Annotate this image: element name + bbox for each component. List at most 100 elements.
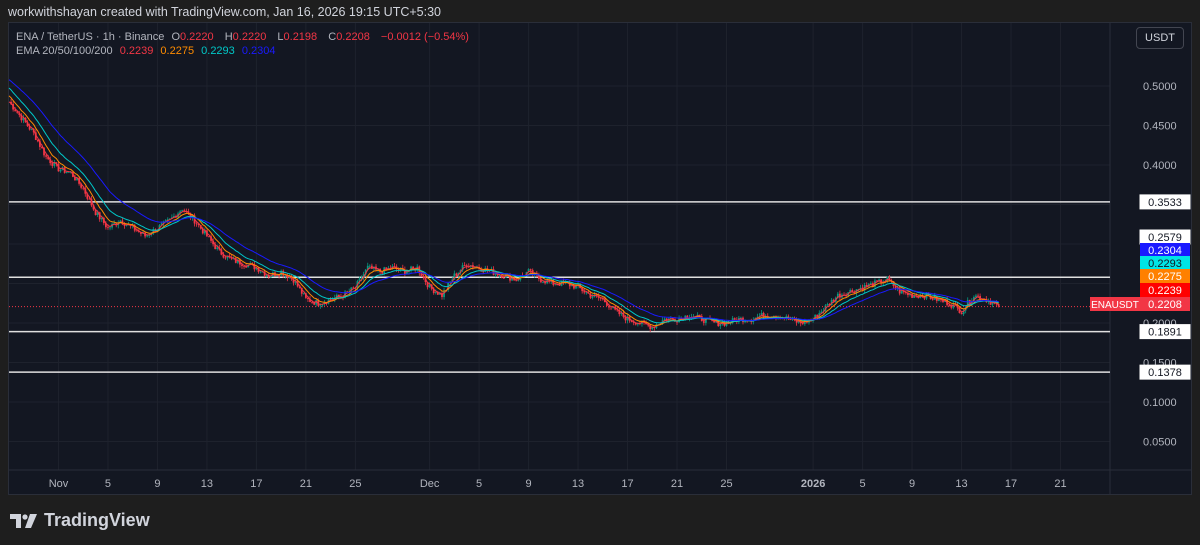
price-axis-label-bg (1140, 243, 1190, 257)
candle-body (973, 297, 975, 301)
candle-body (315, 300, 318, 305)
ema-200-line (8, 79, 999, 322)
candle-body (820, 311, 823, 314)
chart-panel[interactable] (8, 22, 1192, 495)
candle-body (311, 302, 313, 303)
currency-button[interactable]: USDT (1136, 27, 1184, 49)
candle-body (20, 114, 23, 121)
candle-body (511, 278, 513, 281)
time-tick-label: 17 (621, 478, 633, 490)
candle-body (181, 210, 184, 212)
candle-body (212, 240, 215, 245)
time-tick-label: Dec (420, 478, 440, 490)
level-price-label-bg (1139, 324, 1191, 340)
candle-body (164, 220, 167, 222)
symbol-title[interactable]: ENA / TetherUS · 1h · Binance (16, 31, 165, 43)
time-tick-label: 25 (720, 478, 732, 490)
candle-body (222, 254, 225, 258)
time-tick-label: 13 (955, 478, 967, 490)
ohlc-row: ENA / TetherUS · 1h · Binance O0.2220 H0… (16, 30, 473, 44)
candle-body (309, 299, 311, 303)
candle-body (51, 163, 54, 166)
chart-credit: workwithshayan created with TradingView.… (8, 5, 442, 19)
candle-body (123, 224, 126, 226)
candle-body (649, 325, 652, 330)
candle-body (876, 280, 878, 282)
low-label: L (277, 31, 284, 43)
candle-body (948, 305, 951, 306)
candle-body (41, 146, 43, 149)
candle-body (651, 327, 654, 330)
candle-body (302, 293, 305, 295)
candle-body (90, 198, 93, 206)
candle-body (53, 162, 56, 166)
candle-body (839, 293, 841, 298)
candle-body (160, 223, 163, 226)
candle-body (282, 270, 285, 276)
candle-body (428, 284, 431, 288)
candle-body (269, 276, 272, 278)
price-axis-label: 0.2304 (1140, 243, 1190, 257)
candle-body (135, 230, 138, 232)
time-tick-label: 13 (572, 478, 584, 490)
candle-body (86, 193, 89, 199)
candle-body (319, 305, 322, 307)
candle-body (828, 304, 831, 306)
change-value: −0.0012 (−0.54%) (380, 31, 469, 43)
candle-body (931, 298, 934, 300)
price-axis-label-bg (1140, 256, 1190, 270)
candle-body (636, 323, 639, 325)
candle-body (583, 291, 586, 293)
candle-body (826, 304, 829, 306)
time-tick-label: 9 (526, 478, 532, 490)
price-tick-label: 0.5000 (1143, 81, 1177, 93)
candle-body (216, 247, 219, 250)
candle-body (294, 281, 297, 283)
candle-body (298, 286, 301, 288)
candle-body (797, 320, 800, 323)
candle-body (67, 171, 70, 173)
candle-body (304, 293, 307, 298)
candle-body (665, 318, 668, 321)
ema-50-value: 0.2275 (160, 45, 195, 57)
candle-body (616, 309, 619, 311)
candle-body (624, 316, 627, 321)
ema-title[interactable]: EMA 20/50/100/200 (16, 45, 113, 57)
time-tick-label: 25 (349, 478, 361, 490)
candle-body (26, 122, 29, 127)
time-tick-label: 9 (909, 478, 915, 490)
candle-body (527, 269, 530, 273)
candle-body (313, 302, 316, 305)
candle-body (626, 316, 629, 321)
price-axis-label-text: 0.2304 (1148, 245, 1182, 257)
tradingview-logo[interactable]: TradingView (10, 510, 150, 531)
candle-body (14, 109, 17, 112)
level-price-label-text: 0.1891 (1148, 327, 1182, 339)
candle-body (482, 271, 485, 273)
candle-body (832, 299, 835, 302)
candle-body (47, 156, 50, 160)
candle-body (702, 321, 705, 323)
candle-body (236, 259, 239, 263)
candle-body (142, 232, 144, 234)
candle-body (288, 277, 291, 279)
candle-body (30, 128, 33, 130)
logo-text: TradingView (44, 510, 150, 530)
candle-body (704, 318, 707, 323)
time-tick-label: 9 (154, 478, 160, 490)
open-label: O (171, 31, 180, 43)
price-axis-label-bg (1140, 269, 1190, 283)
candle-body (610, 307, 612, 309)
candle-body (197, 223, 200, 226)
candle-body (762, 312, 765, 318)
time-tick-label: 5 (860, 478, 866, 490)
price-axis-label-text: 0.2275 (1148, 271, 1182, 283)
ema-row: EMA 20/50/100/200 0.2239 0.2275 0.2293 0… (16, 44, 473, 58)
candle-body (451, 279, 454, 282)
candle-body (453, 273, 456, 280)
candle-body (107, 227, 109, 229)
candle-body (960, 312, 963, 315)
candle-body (896, 287, 899, 289)
candle-body (585, 292, 588, 294)
